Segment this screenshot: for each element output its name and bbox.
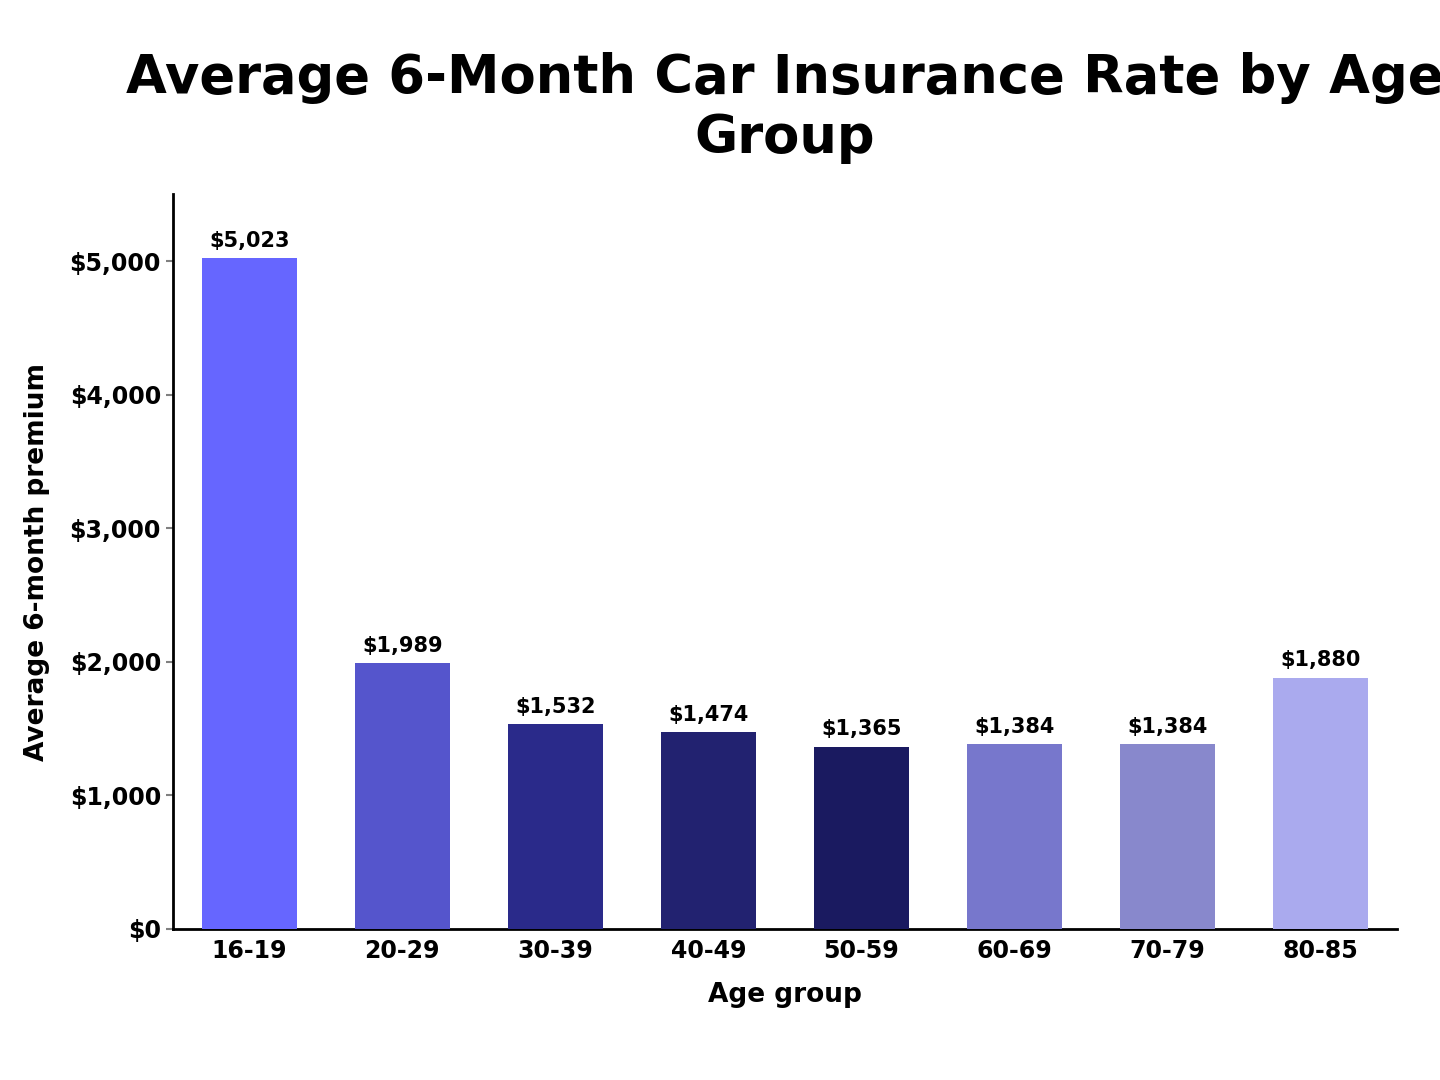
Bar — [966, 744, 1061, 929]
Bar — [814, 746, 909, 929]
Text: $1,384: $1,384 — [1128, 717, 1208, 737]
Text: $1,989: $1,989 — [361, 636, 442, 656]
Text: $1,384: $1,384 — [973, 717, 1054, 737]
Bar — [202, 258, 297, 929]
Text: $5,023: $5,023 — [209, 231, 289, 251]
Y-axis label: Average 6-month premium: Average 6-month premium — [24, 363, 50, 760]
Text: $1,365: $1,365 — [821, 719, 901, 739]
Bar — [508, 725, 603, 929]
Bar — [1120, 744, 1215, 929]
X-axis label: Age group: Age group — [708, 982, 861, 1008]
Text: $1,532: $1,532 — [516, 697, 596, 717]
Title: Average 6-Month Car Insurance Rate by Age
Group: Average 6-Month Car Insurance Rate by Ag… — [127, 52, 1440, 164]
Bar — [354, 663, 449, 929]
Bar — [661, 732, 756, 929]
Text: $1,880: $1,880 — [1280, 650, 1361, 671]
Text: $1,474: $1,474 — [668, 704, 749, 725]
Bar — [1273, 678, 1368, 929]
